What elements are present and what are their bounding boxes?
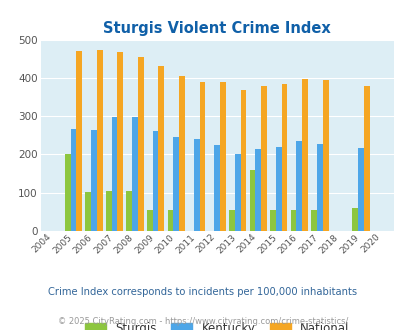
Bar: [311, 210, 316, 231]
Bar: [147, 210, 152, 231]
Bar: [275, 147, 281, 231]
Bar: [234, 154, 240, 231]
Bar: [220, 82, 225, 231]
Bar: [296, 141, 301, 231]
Bar: [269, 210, 275, 231]
Text: © 2025 CityRating.com - https://www.cityrating.com/crime-statistics/: © 2025 CityRating.com - https://www.city…: [58, 317, 347, 326]
Bar: [158, 66, 164, 231]
Bar: [179, 76, 184, 231]
Bar: [199, 82, 205, 231]
Bar: [255, 149, 260, 231]
Bar: [240, 90, 246, 231]
Bar: [132, 117, 138, 231]
Bar: [97, 50, 102, 231]
Bar: [76, 51, 82, 231]
Bar: [193, 139, 199, 231]
Bar: [167, 210, 173, 231]
Bar: [138, 57, 143, 231]
Bar: [322, 80, 328, 231]
Title: Sturgis Violent Crime Index: Sturgis Violent Crime Index: [103, 21, 330, 36]
Bar: [117, 52, 123, 231]
Bar: [352, 208, 357, 231]
Bar: [126, 191, 132, 231]
Bar: [152, 131, 158, 231]
Bar: [111, 117, 117, 231]
Bar: [281, 84, 287, 231]
Bar: [290, 210, 296, 231]
Bar: [363, 85, 369, 231]
Legend: Sturgis, Kentucky, National: Sturgis, Kentucky, National: [80, 317, 354, 330]
Bar: [85, 192, 91, 231]
Bar: [173, 137, 179, 231]
Bar: [260, 86, 266, 231]
Bar: [357, 148, 363, 231]
Bar: [91, 130, 97, 231]
Bar: [228, 210, 234, 231]
Bar: [301, 79, 307, 231]
Bar: [249, 170, 255, 231]
Bar: [70, 129, 76, 231]
Bar: [316, 144, 322, 231]
Bar: [214, 145, 220, 231]
Bar: [106, 191, 111, 231]
Bar: [65, 154, 70, 231]
Text: Crime Index corresponds to incidents per 100,000 inhabitants: Crime Index corresponds to incidents per…: [48, 287, 357, 297]
